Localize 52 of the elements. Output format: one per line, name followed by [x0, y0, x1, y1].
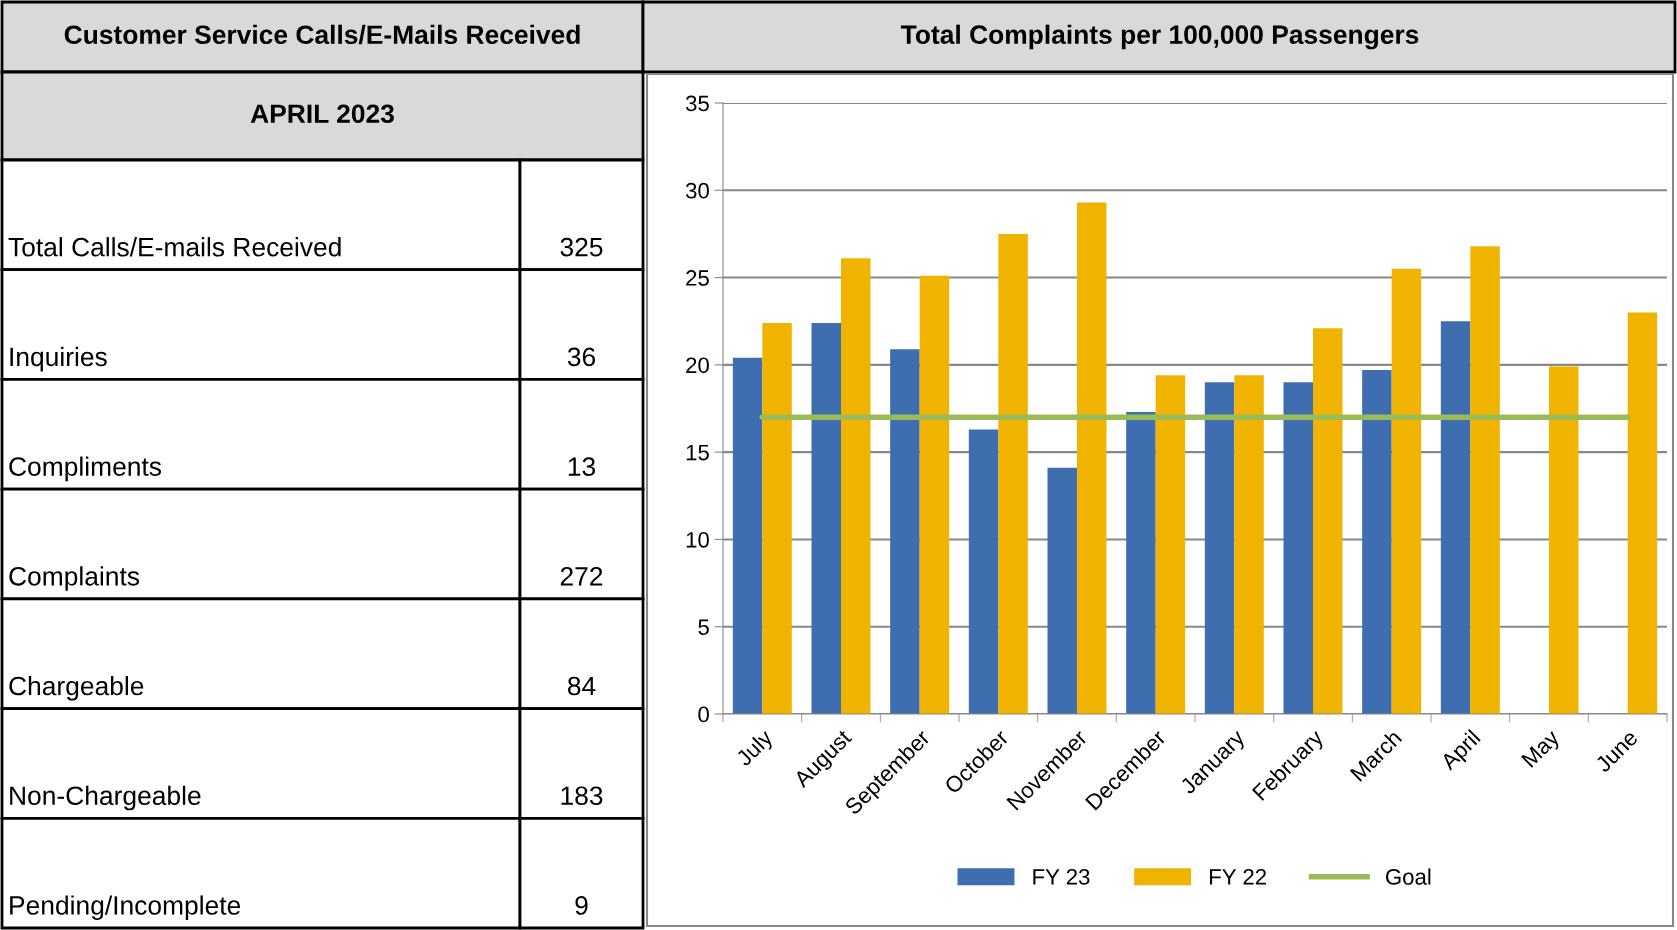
bar — [1362, 370, 1392, 714]
bar — [811, 322, 841, 714]
y-tick-label: 20 — [686, 357, 709, 374]
bar — [1077, 202, 1107, 714]
data-label: 272 — [560, 566, 603, 586]
bar — [890, 349, 920, 714]
bar — [919, 275, 950, 714]
bar — [968, 429, 999, 714]
text: APRIL 2023 — [250, 104, 394, 124]
data-label: 183 — [561, 786, 603, 806]
bar — [998, 233, 1028, 714]
data-label: 13 — [568, 457, 596, 476]
bar — [1549, 366, 1579, 714]
y-tick-label: 35 — [685, 95, 709, 112]
data-label: 9 — [575, 896, 588, 915]
data-label: 84 — [567, 676, 596, 696]
y-tick-label: 30 — [685, 182, 709, 199]
bar — [1234, 375, 1264, 714]
y-tick-label: 10 — [686, 531, 709, 548]
bar — [1283, 382, 1313, 714]
bar — [1047, 467, 1077, 714]
x-tick-label: July — [734, 727, 777, 771]
y-tick-label: 5 — [698, 619, 709, 635]
category-label: Non-Chargeable — [10, 785, 201, 811]
category-label: Inquiries — [10, 346, 107, 372]
bar — [1391, 268, 1422, 714]
legend-label: FY 23 — [1033, 869, 1090, 885]
bar — [1627, 312, 1658, 714]
data-label: 325 — [560, 237, 603, 257]
bar — [841, 258, 871, 714]
data-label: 36 — [567, 347, 596, 367]
x-tick-label: May — [1521, 728, 1564, 771]
y-tick-label: 0 — [698, 706, 709, 723]
chart-title: Total Complaints per 100,000 Passengers — [900, 24, 1419, 50]
y-tick-label: 15 — [686, 444, 709, 461]
bar — [1440, 321, 1471, 714]
category-label: Compliments — [9, 456, 162, 482]
bar — [1204, 382, 1235, 714]
bar — [732, 357, 763, 714]
bar — [1155, 375, 1186, 714]
y-tick-label: 25 — [686, 270, 709, 286]
category-label: Complaints — [9, 566, 140, 591]
bar — [762, 322, 792, 714]
bar — [1470, 246, 1500, 714]
legend-label: FY 22 — [1210, 869, 1266, 885]
bar — [1313, 328, 1343, 714]
bar — [1126, 411, 1156, 714]
category-label: Chargeable — [9, 675, 144, 701]
category-label: Total Calls/E-mails Received — [8, 237, 341, 257]
category-label: Pending/Incomplete — [10, 895, 241, 920]
legend-label: Goal — [1385, 868, 1431, 885]
text: Customer Service Calls/E-Mails Received — [64, 24, 580, 45]
